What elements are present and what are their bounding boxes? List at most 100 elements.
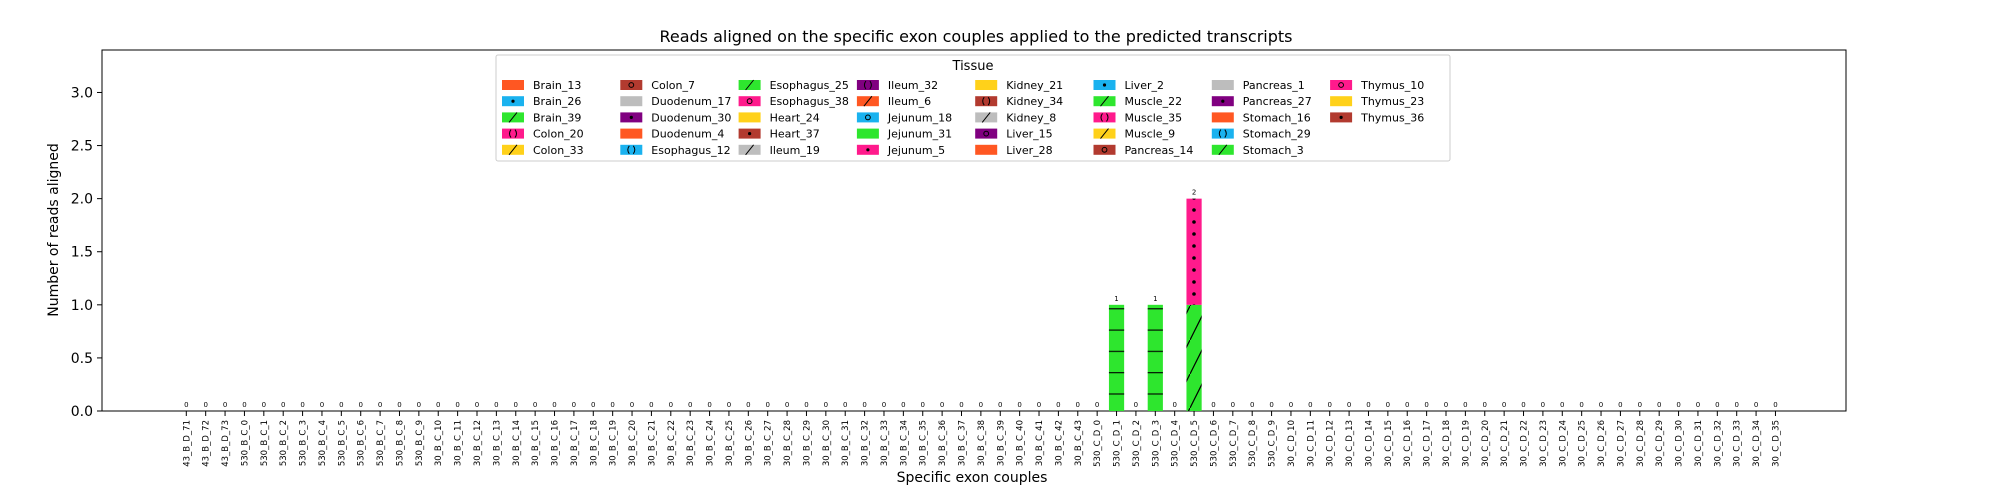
bar-total-label: 0	[824, 401, 828, 409]
bar-total-label: 0	[1463, 401, 1467, 409]
x-tick-label: 30_B_C_27	[764, 420, 774, 466]
legend-item: Esophagus_38	[738, 95, 849, 108]
x-tick-label: 30_B_C_40	[1016, 420, 1026, 466]
legend-label: Stomach_16	[1243, 111, 1311, 124]
legend-swatch	[856, 112, 879, 123]
x-tick-label: 530_B_C_4	[318, 420, 328, 466]
legend-swatch	[738, 96, 761, 107]
x-tick-label: 530_B_C_3	[299, 420, 309, 466]
x-tick-label: 530_C_D_8	[1248, 420, 1258, 467]
bar-total-label: 0	[591, 401, 595, 409]
bar-total-label: 0	[727, 401, 731, 409]
bar-total-label: 0	[320, 401, 324, 409]
x-tick-label: 43_B_D_71	[182, 420, 192, 467]
legend-hatch-mark	[629, 115, 633, 119]
x-tick-label: 30_B_C_18	[589, 420, 599, 466]
legend-hatch-mark	[627, 145, 636, 155]
legend-swatch	[975, 144, 998, 155]
legend-item: Duodenum_17	[620, 95, 731, 108]
x-tick-label: 30_B_C_16	[551, 420, 561, 466]
bar-total-label: 0	[843, 401, 847, 409]
x-tick-label: 30_B_C_26	[744, 420, 754, 466]
x-tick-label: 530_B_C_2	[279, 420, 289, 466]
x-tick-label: 30_C_D_33	[1733, 420, 1743, 467]
bar-total-label: 0	[1715, 401, 1719, 409]
bar-total-label: 0	[1754, 401, 1758, 409]
legend-label: Liver_2	[1125, 79, 1164, 92]
y-tick-label: 3.0	[71, 85, 93, 101]
x-tick-label: 30_C_D_10	[1287, 420, 1297, 467]
x-tick-label: 30_B_C_34	[899, 420, 909, 466]
legend-item: Colon_20	[502, 128, 584, 141]
bar-total-label: 0	[533, 401, 537, 409]
x-tick-label: 30_B_C_41	[1035, 420, 1045, 466]
bar-total-label: 0	[1424, 401, 1428, 409]
x-tick-label: 30_B_C_19	[609, 420, 619, 466]
legend-item: Heart_24	[738, 111, 820, 124]
x-tick-label: 30_C_D_19	[1461, 420, 1471, 467]
x-tick-label: 530_C_D_2	[1132, 420, 1142, 467]
legend-label: Esophagus_25	[770, 79, 849, 92]
legend-item: Brain_26	[502, 95, 581, 108]
legend-swatch	[502, 80, 524, 90]
bar-total-label: 0	[1308, 401, 1312, 409]
legend-item: Stomach_3	[1211, 144, 1304, 157]
bar-total-label: 0	[630, 401, 634, 409]
legend-item: Liver_28	[975, 144, 1053, 157]
legend-item: Muscle_9	[1093, 128, 1175, 141]
x-tick-label: 30_C_D_18	[1442, 420, 1452, 467]
y-tick-label: 0.0	[71, 404, 93, 420]
legend-hatch-mark	[1101, 146, 1108, 153]
bar-total-label: 0	[1657, 401, 1661, 409]
x-tick-label: 30_B_C_30	[822, 420, 832, 466]
legend-item: Pancreas_1	[1211, 79, 1305, 92]
legend-swatch	[1330, 80, 1353, 90]
bar-total-label: 0	[552, 401, 556, 409]
x-tick-label: 30_C_D_22	[1520, 420, 1530, 467]
legend-hatch-mark	[508, 112, 518, 123]
legend-item: Duodenum_30	[620, 111, 731, 124]
chart-title: Reads aligned on the specific exon coupl…	[659, 27, 1292, 46]
x-axis-label: Specific exon couples	[897, 470, 1048, 486]
x-tick-label: 530_B_C_1	[260, 420, 270, 466]
bar-total-label: 0	[1231, 401, 1235, 409]
x-axis: 43_B_D_71 43_B_D_72 43_B_D_73 530_B_C_0 530_…	[182, 411, 1781, 467]
legend-hatch-mark	[1218, 129, 1227, 138]
legend-hatch-mark	[1221, 99, 1225, 103]
legend-item: Pancreas_27	[1211, 95, 1312, 108]
legend-swatch	[1211, 80, 1234, 90]
legend-hatch-mark	[865, 114, 871, 121]
legend-item: Muscle_35	[1093, 111, 1182, 124]
x-tick-label: 30_B_C_37	[958, 420, 968, 466]
bar-total-label: 0	[1618, 401, 1622, 409]
legend-label: Pancreas_1	[1243, 79, 1305, 92]
legend-item: Duodenum_4	[620, 128, 724, 141]
bar-total-label: 0	[1521, 401, 1525, 409]
legend-hatch-mark	[1338, 82, 1344, 88]
bar-total-label: 0	[785, 401, 789, 409]
bar-total-label: 0	[1017, 401, 1021, 409]
legend-label: Duodenum_4	[651, 128, 724, 141]
bar-total-label: 0	[203, 401, 207, 409]
plot-frame	[101, 49, 1847, 412]
legend-hatch-mark	[1102, 83, 1107, 87]
legend-hatch-mark	[863, 95, 873, 107]
bar-total-labels: 0 0 0 0 0 0 0 0 0 0 0 0 0 0 0 0 0 0 0 0 0 0 0 0 0 0 0 0 0 0 0 0 0 0 0 0 0 0 0 0…	[184, 189, 1778, 409]
legend-swatch	[975, 128, 998, 139]
legend-label: Heart_37	[770, 128, 820, 141]
legend-item: Esophagus_25	[738, 79, 849, 92]
legend-item: Heart_37	[738, 128, 820, 141]
bar-total-label: 0	[339, 401, 343, 409]
bar-total-label: 0	[358, 401, 362, 409]
x-tick-label: 30_C_D_11	[1306, 420, 1316, 467]
legend-label: Colon_7	[651, 79, 695, 92]
bar-total-label: 0	[998, 401, 1002, 409]
legend-label: Brain_26	[533, 95, 581, 108]
legend-item: Liver_15	[975, 128, 1053, 141]
x-tick-label: 30_C_D_15	[1384, 420, 1394, 467]
bar-total-label: 0	[1386, 401, 1390, 409]
legend-label: Stomach_29	[1243, 128, 1311, 141]
bar-total-label: 0	[1095, 401, 1099, 409]
x-tick-label: 30_C_D_31	[1694, 420, 1704, 467]
bar-total-label: 0	[1037, 401, 1041, 409]
